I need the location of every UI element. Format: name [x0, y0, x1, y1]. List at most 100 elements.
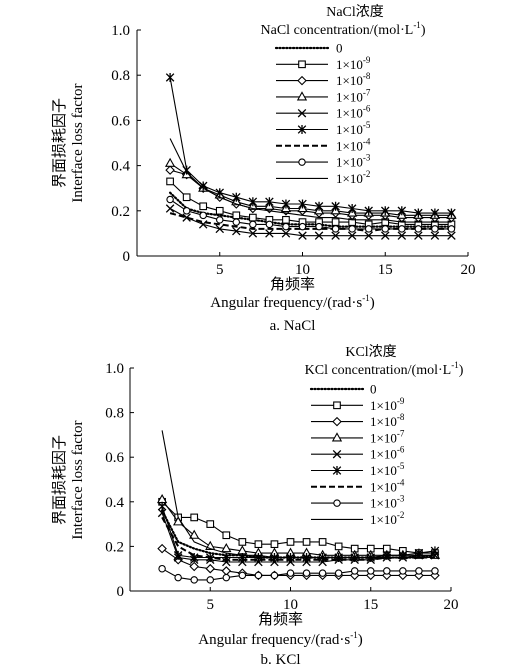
legend-title-cn: NaCl浓度	[326, 4, 384, 20]
legend-label: 1×10-6	[336, 104, 371, 121]
data-point	[414, 225, 423, 233]
legend-entry: 1×10-7	[276, 87, 371, 104]
series-7	[166, 195, 456, 233]
data-point	[238, 571, 247, 580]
data-point	[205, 563, 216, 574]
series-7	[158, 564, 439, 584]
legend-label: 1×10-5	[370, 461, 405, 478]
x-tick-label: 20	[444, 597, 459, 613]
legend-entry: 1×10-5	[276, 120, 371, 137]
x-axis-label: Angular frequency/(rad·s-1)	[198, 630, 363, 648]
legend-label: 1×10-8	[370, 412, 405, 429]
series-line	[169, 208, 452, 237]
data-point	[182, 213, 191, 222]
data-point	[348, 225, 356, 233]
legend-label: 0	[336, 41, 343, 56]
legend-entry: 0	[274, 41, 343, 56]
x-tick-label: 5	[207, 597, 215, 613]
data-point	[166, 195, 174, 204]
data-point	[315, 222, 323, 231]
data-point	[431, 567, 439, 575]
legend-entry: 1×10-2	[276, 169, 370, 186]
data-point	[331, 201, 340, 211]
data-point	[366, 567, 375, 575]
legend-label: 1×10-4	[370, 477, 405, 494]
data-point	[232, 218, 241, 226]
series-5	[165, 72, 456, 218]
data-point	[414, 208, 423, 218]
data-point	[318, 538, 327, 546]
data-point	[364, 225, 373, 233]
data-point	[174, 573, 182, 582]
legend-entry: 1×10-8	[276, 71, 371, 88]
data-point	[397, 206, 407, 216]
data-point	[164, 157, 176, 167]
data-point	[282, 222, 290, 231]
legend-marker	[332, 449, 342, 459]
data-point	[190, 513, 199, 522]
data-point	[298, 199, 307, 209]
data-point	[254, 540, 263, 549]
data-point	[199, 211, 207, 220]
y-tick-label: 1.0	[111, 23, 130, 39]
y-axis-label-cn: 界面损耗因子	[51, 435, 68, 525]
series-line	[169, 169, 452, 219]
legend-label: 1×10-3	[336, 153, 371, 170]
legend-marker	[333, 499, 341, 507]
data-point	[380, 206, 390, 216]
data-point	[430, 208, 440, 218]
data-point	[198, 181, 208, 191]
data-point	[190, 576, 198, 584]
data-point	[232, 211, 241, 220]
chart-kcl: 0 0.2 0.4 0.6 0.8 1.0 5 10 15 20 角频率 Angular freque…	[51, 344, 464, 668]
data-point	[238, 538, 247, 546]
y-axis-label: Interface loss factor	[70, 420, 86, 539]
chart-caption: a. NaCl	[270, 318, 316, 334]
legend-entry: 1×10-5	[311, 461, 405, 478]
data-point	[248, 197, 258, 207]
legend-title: NaCl concentration/(mol·L-1)	[261, 20, 426, 38]
data-point	[221, 566, 232, 576]
legend-marker	[296, 91, 308, 101]
data-point	[215, 224, 225, 234]
data-point	[398, 225, 406, 233]
legend-entry: 1×10-4	[276, 136, 371, 153]
data-point	[380, 231, 390, 240]
data-point	[347, 204, 357, 214]
legend-marker	[331, 432, 343, 442]
x-tick-label: 15	[378, 262, 393, 278]
legend-title-cn: KCl浓度	[345, 344, 396, 360]
data-point	[447, 225, 456, 233]
data-point	[314, 201, 324, 211]
data-point	[182, 207, 191, 215]
y-tick-label: 0.8	[111, 68, 130, 84]
legend-entry: 1×10-9	[276, 55, 371, 72]
y-axis-label-cn: 界面损耗因子	[51, 98, 68, 188]
data-point	[222, 573, 231, 582]
data-point	[447, 231, 456, 240]
data-point	[165, 165, 175, 175]
data-point	[431, 225, 439, 233]
data-point	[189, 561, 199, 572]
series-4	[165, 204, 456, 240]
legend-entry: 1×10-7	[311, 428, 405, 445]
series-line	[169, 138, 452, 223]
data-point	[270, 571, 279, 580]
legend-label: 0	[370, 382, 377, 397]
data-point	[298, 231, 307, 240]
legend-label: 1×10-4	[336, 136, 371, 153]
legend-label: 1×10-2	[336, 169, 370, 186]
legend-entry: 1×10-4	[311, 477, 405, 494]
data-point	[334, 569, 343, 577]
data-point	[189, 529, 200, 539]
legend-label: 1×10-7	[370, 428, 405, 445]
y-tick-label: 0	[123, 249, 131, 265]
x-tick-label: 10	[295, 262, 310, 278]
y-axis-label: Interface loss factor	[70, 83, 86, 202]
y-tick-label: 0.4	[105, 495, 124, 511]
x-tick-label: 20	[461, 262, 476, 278]
series-2	[165, 165, 457, 223]
x-tick-label: 15	[363, 597, 378, 613]
legend-entry: 1×10-2	[311, 510, 404, 527]
